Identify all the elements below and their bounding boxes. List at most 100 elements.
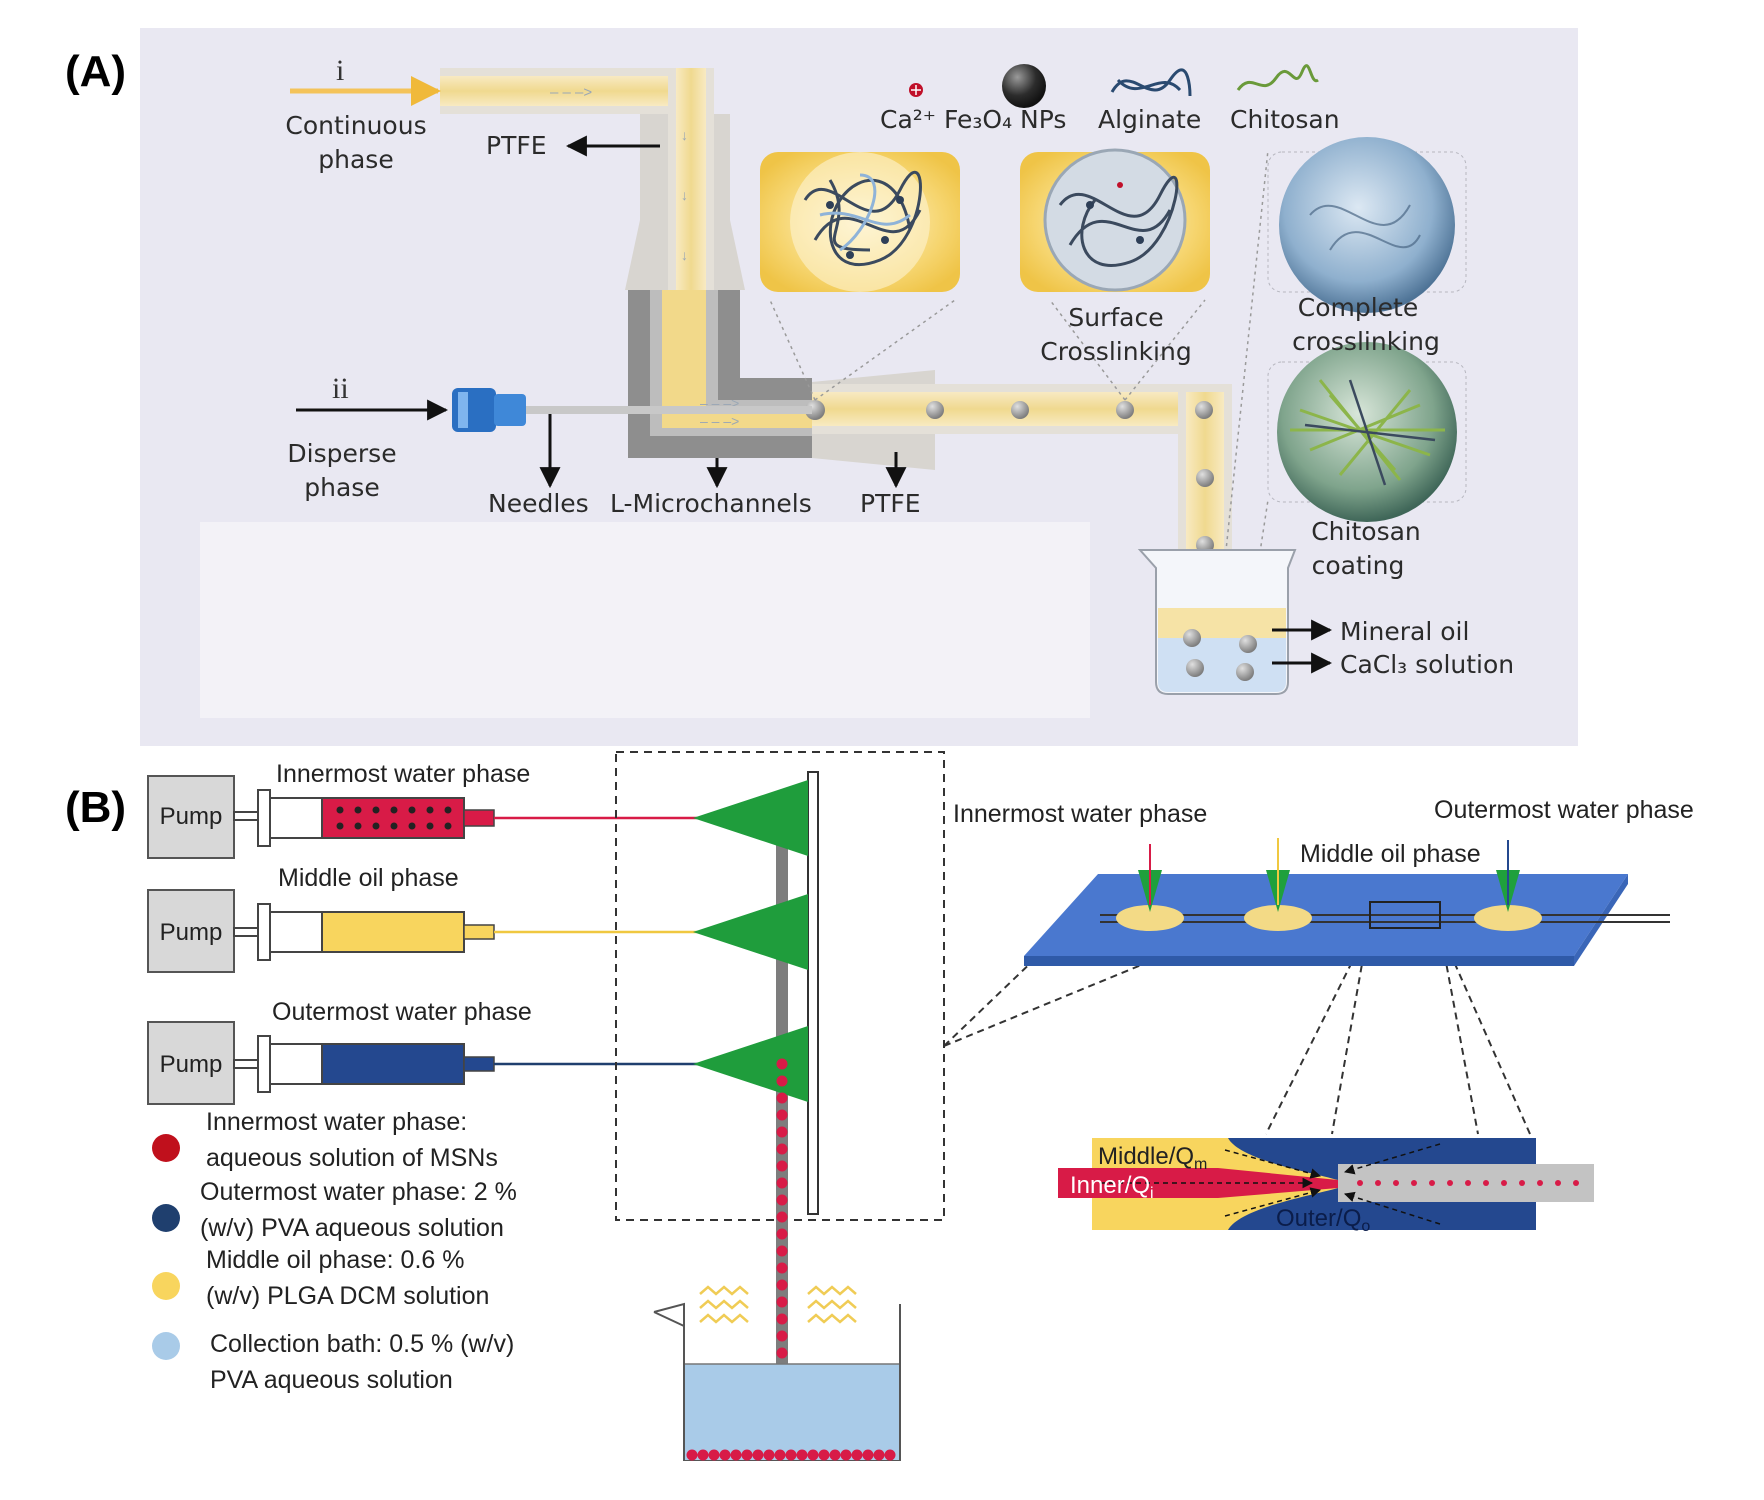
detail-droplet xyxy=(1501,1180,1507,1186)
nanoparticle xyxy=(846,251,854,259)
settled-microsphere xyxy=(763,1449,775,1461)
zoom-line xyxy=(1224,149,1269,561)
panel-a: – – –> ↓ ↓ ↓ ↓ – – –> – – –> xyxy=(65,28,1578,746)
mineral-oil-label: Mineral oil xyxy=(1340,617,1469,646)
legend-swatch-bath xyxy=(152,1332,180,1360)
zoom-line xyxy=(1124,299,1206,401)
chip-middle-label: Middle oil phase xyxy=(1300,840,1481,868)
settled-microsphere xyxy=(807,1449,819,1461)
legend-ca-label: Ca²⁺ xyxy=(880,105,936,134)
chitosan-icon xyxy=(1236,64,1319,91)
droplet xyxy=(1196,469,1214,487)
pump-innermost: Pump xyxy=(147,775,700,859)
syringe-fluid-innermost xyxy=(321,797,465,839)
detail-inner-text: Inner/Q xyxy=(1070,1172,1150,1199)
detail-droplets xyxy=(1357,1180,1579,1186)
fe3o4-nanoparticle-icon xyxy=(1002,64,1046,108)
detail-droplet xyxy=(1465,1180,1471,1186)
bead-body xyxy=(1043,148,1187,292)
flow-arrow xyxy=(1224,1149,1322,1179)
syringe-tip xyxy=(463,1056,495,1072)
droplet xyxy=(1186,659,1204,677)
msn-dot xyxy=(444,806,452,814)
middle-oil-phase-label: Middle oil phase xyxy=(278,864,459,892)
settled-microsphere xyxy=(873,1449,885,1461)
settled-microsphere xyxy=(686,1449,698,1461)
detail-flow-arrows xyxy=(1100,1143,1441,1225)
inlet-well-innermost xyxy=(1116,905,1184,931)
detail-inner-subscript: i xyxy=(1150,1185,1154,1202)
detail-droplet xyxy=(1357,1180,1363,1186)
nanoparticle xyxy=(1086,201,1094,209)
legend-innermost-line1: Innermost water phase: xyxy=(206,1108,467,1136)
msn-dot xyxy=(390,806,398,814)
nozzle-innermost xyxy=(693,780,808,856)
detail-outer-subscript: o xyxy=(1361,1218,1370,1235)
l-microchannels-label: L-Microchannels xyxy=(610,489,812,518)
nanoparticle xyxy=(896,196,904,204)
pump-label: Pump xyxy=(160,803,223,830)
wave xyxy=(699,1299,749,1310)
droplet xyxy=(926,401,944,419)
msn-dot xyxy=(336,822,344,830)
legend-alginate-label: Alginate xyxy=(1098,105,1201,134)
emulsion-droplet xyxy=(776,1109,788,1121)
innermost-water-phase-label: Innermost water phase xyxy=(276,760,530,788)
msn-dot xyxy=(354,806,362,814)
emulsion-droplet xyxy=(776,1092,788,1104)
bead-zoom-uncrosslinked xyxy=(760,152,960,292)
alginate-icon xyxy=(1110,68,1192,97)
plunger-head xyxy=(257,1035,271,1093)
wave xyxy=(699,1313,749,1324)
ptfe-top-label: PTFE xyxy=(486,131,547,160)
zoom-line xyxy=(1244,499,1269,651)
settled-microsphere xyxy=(774,1449,786,1461)
legend-bath-line2: PVA aqueous solution xyxy=(210,1366,453,1394)
inlet-well-outermost xyxy=(1474,905,1542,931)
detail-droplet xyxy=(1447,1180,1453,1186)
alginate-strands xyxy=(803,170,922,267)
collection-beaker xyxy=(1137,549,1297,695)
flow-arrow-down-1: ↓ xyxy=(681,127,688,143)
chip-innermost-label: Innermost water phase xyxy=(953,800,1207,828)
bath-spout xyxy=(653,1311,685,1327)
detail-inner-label: Inner/Qi xyxy=(1070,1172,1154,1202)
settled-microsphere xyxy=(884,1449,896,1461)
flow-focusing-detail: Middle/Qm Inner/Qi Outer/Qo xyxy=(1058,1138,1594,1235)
nanoparticle xyxy=(1136,236,1144,244)
plunger-head xyxy=(257,789,271,847)
settled-microsphere xyxy=(708,1449,720,1461)
panel-b-tag: (B) xyxy=(65,783,126,832)
wave xyxy=(807,1313,857,1324)
chip-edge xyxy=(1024,956,1574,966)
cacl3-solution-label: CaCl₃ solution xyxy=(1340,650,1514,679)
plunger-rod xyxy=(233,927,259,937)
surface-crosslinking-label-line1: Surface xyxy=(1068,303,1163,332)
needle-shaft xyxy=(500,406,812,414)
detail-middle-subscript: m xyxy=(1194,1156,1207,1173)
settled-microsphere xyxy=(829,1449,841,1461)
syringe-tip xyxy=(463,924,495,940)
legend-swatch-middle xyxy=(152,1272,180,1300)
syringe-tip xyxy=(463,809,495,827)
roman-i-label: i xyxy=(336,54,344,87)
legend-swatch-outermost xyxy=(152,1204,180,1232)
bath-beaker xyxy=(653,1302,901,1461)
pump-box xyxy=(147,1021,235,1105)
settled-microsphere xyxy=(851,1449,863,1461)
complete-crosslinking-label-line2: crosslinking xyxy=(1292,327,1440,356)
msn-dots xyxy=(336,806,452,830)
msn-dot xyxy=(408,822,416,830)
roman-ii-label: ii xyxy=(332,372,349,405)
zoom-line xyxy=(1439,929,1479,1135)
emulsion-droplet xyxy=(776,1143,788,1155)
panel-a-inset-blank xyxy=(200,522,1090,718)
bead-zoom-surface xyxy=(1020,148,1210,292)
flow-arrow xyxy=(1343,1191,1441,1225)
plunger-rod xyxy=(233,811,259,821)
continuous-phase-label-line2: phase xyxy=(318,145,393,174)
legend-chitosan-label: Chitosan xyxy=(1230,105,1340,134)
detail-outer-text: Outer/Q xyxy=(1276,1205,1361,1232)
zoom-line xyxy=(814,299,956,401)
droplet xyxy=(1011,401,1029,419)
